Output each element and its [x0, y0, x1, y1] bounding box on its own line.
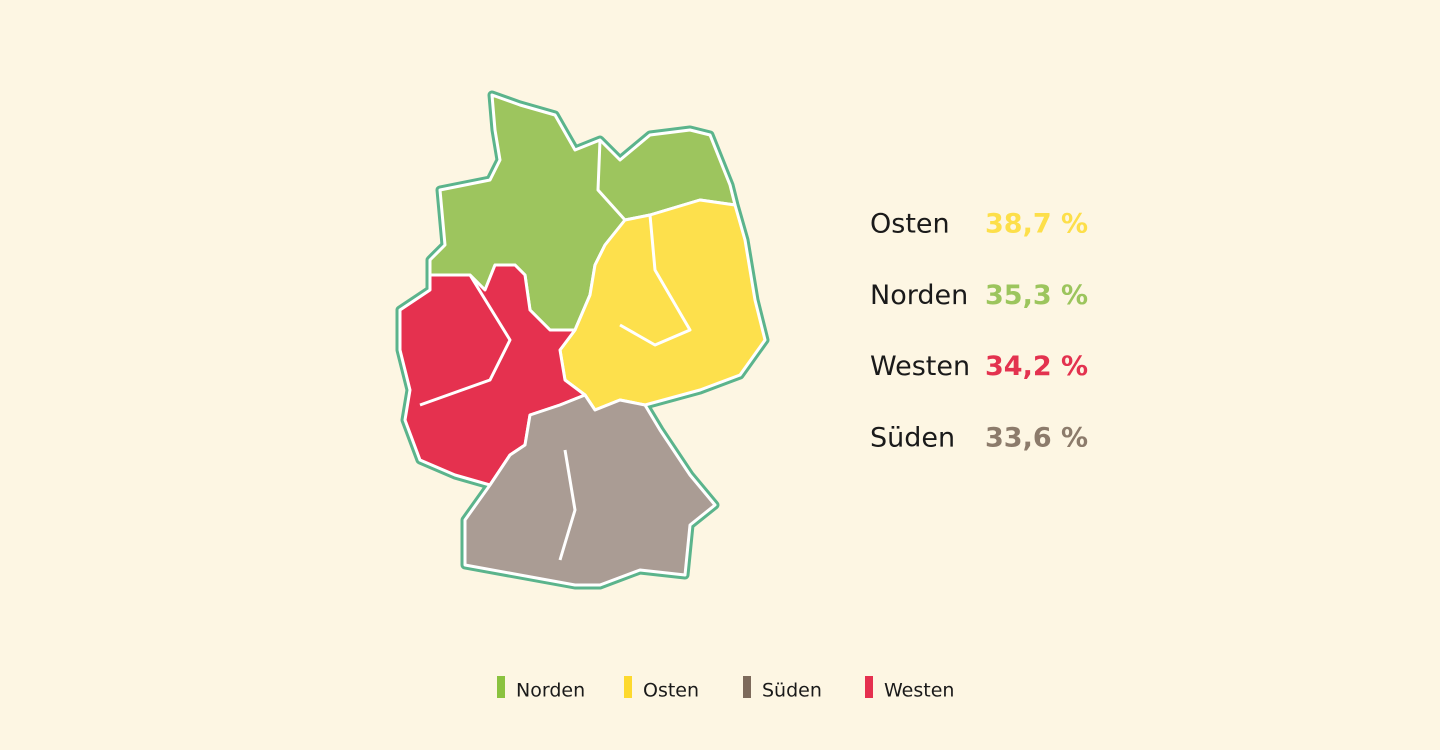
legend-marker — [865, 676, 873, 698]
state-border — [596, 139, 627, 222]
value-label: 38,7 % — [985, 209, 1088, 240]
state-border — [558, 449, 577, 561]
value-label: 33,6 % — [985, 422, 1088, 453]
legend-marker — [497, 676, 505, 698]
legend-label: Osten — [643, 680, 699, 702]
stats-list: Osten 38,7 % Norden 35,3 % Westen 34,2 % Süden… — [870, 209, 1088, 454]
legend-marker — [624, 676, 632, 698]
value-label: 34,2 % — [985, 351, 1088, 382]
region-sueden — [463, 393, 717, 587]
state-border — [419, 274, 512, 407]
region-label: Westen — [870, 351, 970, 382]
legend-marker — [743, 676, 751, 698]
region-label: Süden — [870, 422, 955, 453]
region-label: Osten — [870, 209, 950, 240]
region-label: Norden — [870, 280, 968, 311]
value-label: 35,3 % — [985, 280, 1088, 311]
map — [395, 90, 770, 590]
legend: Norden Osten Süden Westen — [497, 676, 954, 702]
state-border — [619, 214, 692, 347]
legend-label: Süden — [762, 680, 822, 702]
legend-label: Norden — [516, 680, 585, 702]
legend-label: Westen — [884, 680, 954, 702]
